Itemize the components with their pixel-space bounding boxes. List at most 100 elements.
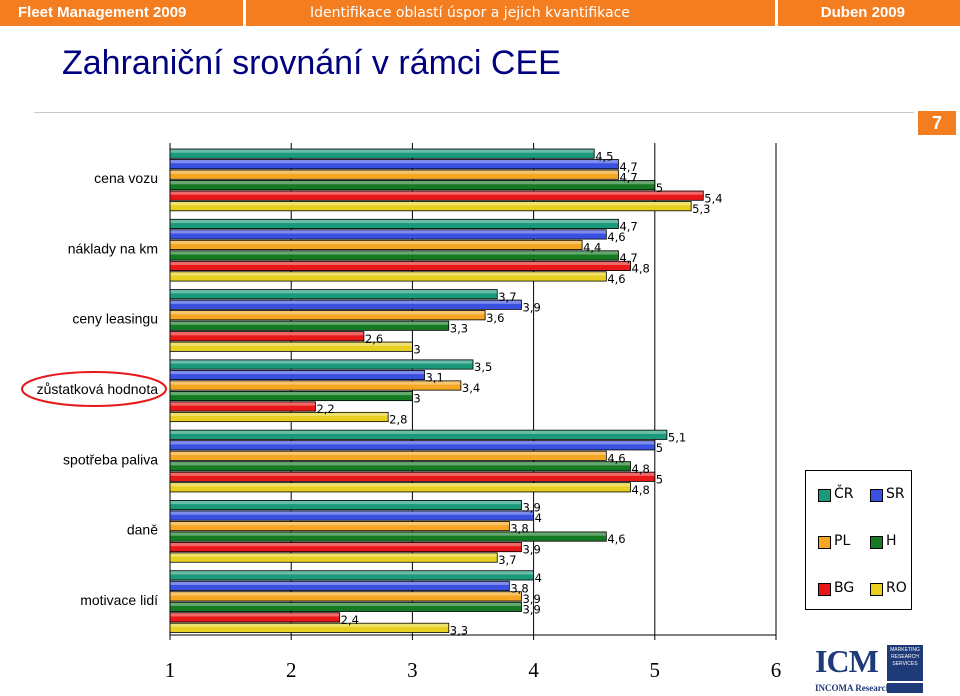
bar-highlight bbox=[170, 500, 521, 505]
bar bbox=[169, 148, 595, 159]
bars bbox=[169, 148, 704, 633]
bar bbox=[169, 250, 619, 261]
data-label: 4,6 bbox=[607, 272, 625, 286]
data-label: 2,6 bbox=[365, 332, 383, 346]
data-label: 3,9 bbox=[522, 603, 540, 617]
data-label: 4,8 bbox=[632, 462, 650, 476]
bar-highlight bbox=[170, 202, 691, 206]
data-label: 4,6 bbox=[607, 451, 625, 465]
bar bbox=[169, 229, 607, 240]
bar-highlight bbox=[170, 272, 606, 276]
data-label: 3 bbox=[413, 342, 420, 356]
bar bbox=[169, 201, 692, 212]
bar-highlight bbox=[170, 602, 521, 606]
bar bbox=[169, 601, 522, 612]
data-label: 3,6 bbox=[486, 311, 504, 325]
highlight-ellipse bbox=[21, 371, 167, 407]
data-label: 3,8 bbox=[510, 522, 528, 536]
chart-legend: ČR SR PL H BG RO bbox=[805, 470, 912, 610]
bar-highlight bbox=[170, 342, 412, 346]
bar bbox=[169, 289, 498, 300]
bar bbox=[169, 169, 619, 180]
x-tick-label: 2 bbox=[286, 658, 297, 682]
data-label: 5,4 bbox=[704, 191, 722, 205]
data-label: 4,7 bbox=[619, 160, 637, 174]
incoma-logo: ICM MARKETING RESEARCH SERVICES INCOMA R… bbox=[815, 643, 925, 693]
bar-highlight bbox=[170, 391, 412, 396]
bar-highlight bbox=[170, 532, 606, 536]
legend-swatch-cr bbox=[818, 489, 831, 502]
bar bbox=[169, 429, 668, 440]
data-label: 4,7 bbox=[619, 220, 637, 234]
logo-box-bottom bbox=[887, 683, 923, 693]
data-label: 5,1 bbox=[668, 430, 686, 444]
bar bbox=[169, 510, 535, 521]
header-divider bbox=[775, 0, 778, 26]
category-label: motivace lidí bbox=[80, 592, 158, 608]
bar-highlight bbox=[170, 360, 473, 364]
bar bbox=[169, 612, 341, 623]
title-divider bbox=[34, 112, 914, 113]
bar-highlight bbox=[170, 321, 449, 325]
data-label: 4 bbox=[535, 571, 542, 585]
data-label: 5 bbox=[656, 181, 663, 195]
bar-highlight bbox=[170, 483, 631, 487]
legend-swatch-h bbox=[870, 536, 883, 549]
bar-highlight bbox=[170, 592, 521, 596]
bar-highlight bbox=[170, 370, 425, 375]
header-date: Duben 2009 bbox=[820, 4, 905, 21]
bar-highlight bbox=[170, 613, 340, 617]
bar-highlight bbox=[170, 311, 485, 315]
bar-highlight bbox=[170, 300, 521, 304]
bar-highlight bbox=[170, 542, 521, 547]
bar bbox=[169, 542, 522, 553]
data-label: 5 bbox=[656, 441, 663, 455]
bar-highlight bbox=[170, 553, 497, 557]
category-labels: cena vozu náklady na km ceny leasingu zůsta… bbox=[21, 170, 167, 608]
bar bbox=[169, 591, 522, 602]
header-divider bbox=[243, 0, 246, 26]
bar bbox=[169, 440, 656, 451]
data-label: 3,1 bbox=[426, 371, 444, 385]
data-label: 3,4 bbox=[462, 381, 480, 395]
data-label: 5,3 bbox=[692, 202, 710, 216]
bar-highlight bbox=[170, 381, 461, 385]
bar-highlight bbox=[170, 441, 655, 445]
header-bar: Fleet Management 2009 Identifikace oblas… bbox=[0, 0, 960, 26]
data-label: 4,5 bbox=[595, 149, 613, 163]
logo-company: INCOMA Research bbox=[815, 683, 891, 693]
bar bbox=[169, 570, 535, 581]
bar bbox=[169, 411, 389, 423]
data-label: 3,9 bbox=[522, 543, 540, 557]
legend-label-ro: RO bbox=[886, 580, 907, 596]
data-label: 3,9 bbox=[522, 300, 540, 314]
x-tick-label: 4 bbox=[528, 658, 539, 682]
legend-label-bg: BG bbox=[834, 580, 855, 596]
legend-label-pl: PL bbox=[834, 533, 851, 549]
bar-highlight bbox=[170, 511, 534, 515]
bar bbox=[169, 461, 631, 472]
data-label: 3,9 bbox=[522, 501, 540, 515]
data-label: 4,8 bbox=[632, 262, 650, 276]
bar-highlight bbox=[170, 240, 582, 245]
bar-highlight bbox=[170, 219, 618, 224]
bar bbox=[169, 482, 631, 493]
x-tick-label: 3 bbox=[407, 658, 418, 682]
bar-highlight bbox=[170, 623, 449, 627]
bar-highlight bbox=[170, 571, 534, 575]
bar-highlight bbox=[170, 160, 618, 164]
bar bbox=[169, 390, 413, 402]
bar bbox=[169, 401, 316, 412]
legend-label-sr: SR bbox=[886, 486, 905, 502]
data-label: 4,4 bbox=[583, 241, 601, 255]
bar bbox=[169, 450, 607, 461]
category-label: ceny leasingu bbox=[72, 311, 158, 327]
bar-highlight bbox=[170, 402, 315, 406]
bar-highlight bbox=[170, 472, 655, 476]
category-label: cena vozu bbox=[94, 170, 158, 186]
category-label: zůstatková hodnota bbox=[37, 381, 159, 397]
bar bbox=[169, 310, 486, 321]
data-labels: 4,54,74,755,45,34,74,64,44,74,84,63,73,9… bbox=[316, 149, 722, 637]
logo-mark: ICM bbox=[815, 643, 879, 679]
